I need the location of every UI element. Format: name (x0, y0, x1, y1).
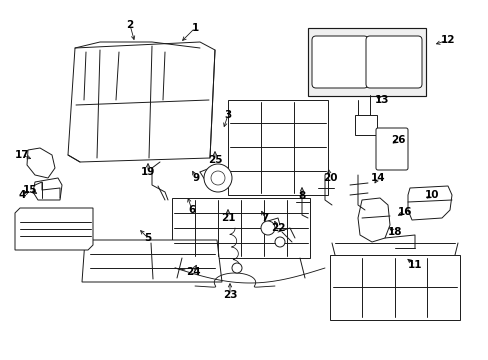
Polygon shape (15, 208, 93, 250)
Text: 16: 16 (397, 207, 411, 217)
Text: 2: 2 (126, 20, 133, 30)
Circle shape (210, 171, 224, 185)
FancyBboxPatch shape (365, 36, 421, 88)
Text: 24: 24 (185, 267, 200, 277)
Bar (307, 28, 425, 96)
Text: 5: 5 (144, 233, 151, 243)
Text: 13: 13 (374, 95, 388, 105)
Text: 17: 17 (15, 150, 29, 160)
Polygon shape (172, 198, 309, 258)
Text: 9: 9 (192, 173, 199, 183)
Text: 10: 10 (424, 190, 438, 200)
Polygon shape (82, 240, 222, 282)
Text: 20: 20 (322, 173, 337, 183)
Bar (354, 115, 376, 135)
Text: 4: 4 (18, 190, 26, 200)
Polygon shape (68, 42, 215, 162)
Text: 6: 6 (188, 205, 195, 215)
Text: 3: 3 (224, 110, 231, 120)
Text: 21: 21 (220, 213, 235, 223)
Text: 22: 22 (270, 223, 285, 233)
Text: 12: 12 (440, 35, 454, 45)
FancyBboxPatch shape (375, 128, 407, 170)
Circle shape (261, 221, 274, 235)
Text: 8: 8 (298, 191, 305, 201)
Polygon shape (27, 148, 55, 178)
Text: 14: 14 (370, 173, 385, 183)
Text: 25: 25 (207, 155, 222, 165)
Text: 18: 18 (387, 227, 402, 237)
Polygon shape (227, 100, 327, 195)
FancyBboxPatch shape (311, 36, 367, 88)
Polygon shape (407, 186, 451, 220)
Text: 11: 11 (407, 260, 421, 270)
Circle shape (231, 263, 242, 273)
Text: 7: 7 (261, 213, 268, 223)
Circle shape (274, 237, 285, 247)
Text: 15: 15 (23, 185, 37, 195)
Polygon shape (33, 178, 62, 200)
Text: 26: 26 (390, 135, 405, 145)
Text: 23: 23 (223, 290, 237, 300)
Polygon shape (329, 255, 459, 320)
Text: 1: 1 (191, 23, 198, 33)
Circle shape (203, 164, 231, 192)
Polygon shape (357, 198, 389, 242)
Text: 19: 19 (141, 167, 155, 177)
